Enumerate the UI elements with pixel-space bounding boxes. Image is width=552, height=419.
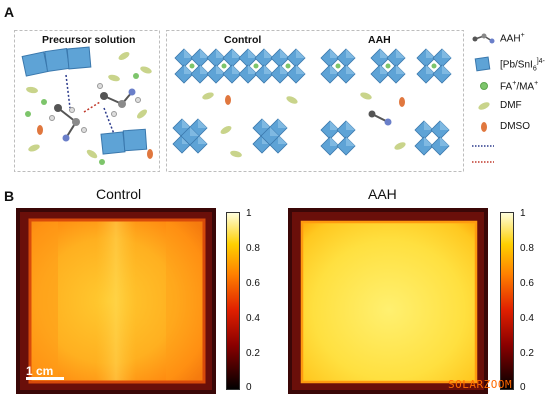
control-lattice-bottom	[172, 92, 298, 158]
precursor-hbonds-red	[83, 101, 101, 113]
aah-cbar-tick: 0.8	[520, 243, 534, 254]
precursor-box	[14, 30, 160, 172]
dmso-ellipse-icon	[481, 122, 487, 132]
control-heatmap-title: Control	[96, 186, 142, 202]
control-cbar-tick: 1	[246, 208, 252, 219]
aah-cbar-tick: 0	[520, 382, 526, 393]
control-cbar-tick: 0	[246, 382, 252, 393]
aah-heatmap-title: AAH	[368, 186, 397, 202]
aah-lattice	[320, 48, 452, 156]
precursor-hbonds	[65, 74, 115, 135]
dmf-ellipse-icon	[478, 102, 490, 110]
watermark: SOLARZOOM	[448, 378, 513, 391]
crystal-box	[166, 30, 464, 172]
control-title: Control	[224, 34, 262, 46]
scale-bar-label: 1 cm	[26, 364, 54, 378]
control-cbar-tick: 0.4	[246, 313, 260, 324]
precursor-title: Precursor solution	[42, 34, 136, 46]
panel-b-letter: B	[4, 188, 15, 204]
hbond-red-icon	[472, 161, 494, 163]
control-cbar-tick: 0.6	[246, 278, 260, 289]
scale-bar	[26, 377, 64, 380]
legend: AAH+ [Pb/SnI6]4- FA+/MA+ DMF DMSO	[470, 30, 550, 172]
octahedron-icon	[474, 56, 491, 72]
aah-cbar-tick: 0.4	[520, 313, 534, 324]
legend-cation-label: FA+/MA+	[500, 80, 539, 93]
aah-molecule-icon	[472, 33, 495, 44]
control-lattice-top	[174, 48, 306, 84]
aah-molecules	[49, 83, 141, 142]
control-cbar-tick: 0.2	[246, 348, 260, 359]
control-colorbar	[226, 212, 240, 390]
aah-cbar-tick: 0.6	[520, 278, 534, 289]
legend-dmf-label: DMF	[500, 100, 522, 111]
aah-heatmap	[288, 208, 488, 394]
aah-colorbar	[500, 212, 514, 390]
legend-dmso-label: DMSO	[500, 121, 530, 132]
hbond-blue-icon	[472, 145, 494, 147]
precursor-solvents	[25, 52, 153, 165]
control-cbar-tick: 0.8	[246, 243, 260, 254]
aah-cbar-tick: 1	[520, 208, 526, 219]
legend-aah-label: AAH+	[500, 32, 525, 45]
control-heatmap	[16, 208, 216, 394]
legend-octahedron-label: [Pb/SnI6]4-	[500, 58, 545, 73]
panel-a-letter: A	[4, 4, 15, 20]
green-cation-icon	[480, 82, 488, 90]
precursor-octahedra	[21, 46, 148, 155]
aah-cbar-tick: 0.2	[520, 348, 534, 359]
aah-title: AAH	[368, 34, 391, 46]
